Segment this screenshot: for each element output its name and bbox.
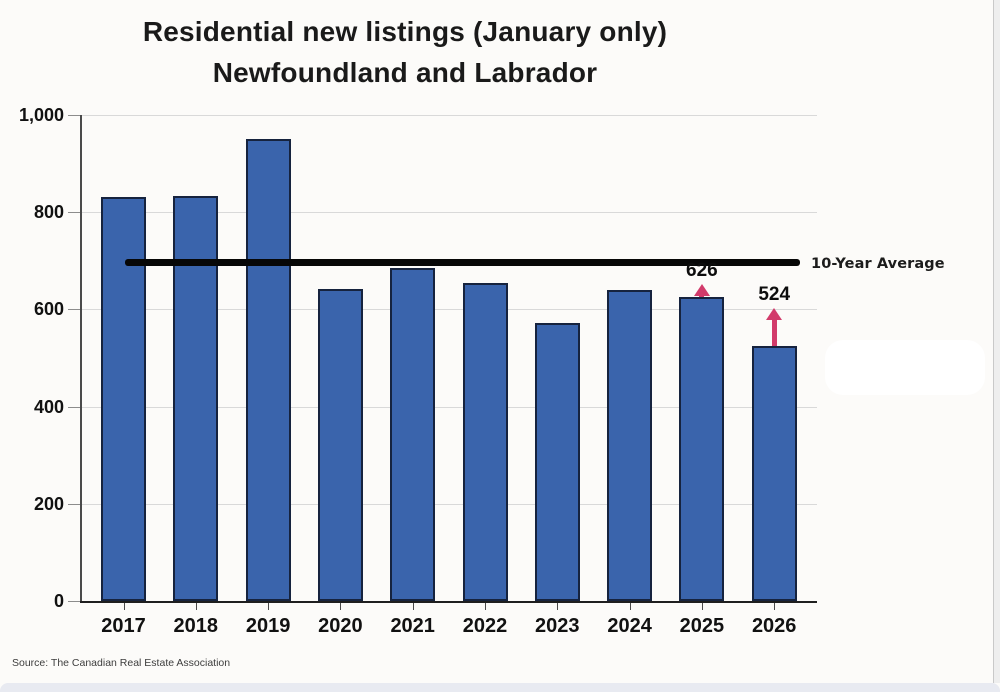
source-attribution: Source: The Canadian Real Estate Associa…: [12, 657, 231, 669]
x-tick-label-2019: 2019: [245, 615, 291, 637]
y-tick-200: [68, 503, 80, 505]
y-tick-label-200: 200: [33, 493, 64, 514]
gridline-600: [80, 309, 817, 311]
x-tick-2017: [123, 602, 125, 610]
y-tick-label-1,000: 1,000: [18, 105, 64, 125]
bar-2022: [462, 283, 508, 601]
y-tick-label-800: 800: [33, 202, 64, 223]
x-tick-2024: [629, 602, 631, 610]
bar-2018: [173, 195, 219, 601]
x-tick-label-2017: 2017: [101, 615, 146, 637]
average-line-label: 10-Year Average: [811, 256, 945, 272]
bar-2025: [679, 296, 725, 601]
x-tick-2019: [268, 602, 270, 610]
x-tick-2018: [195, 602, 197, 610]
x-tick-label-2021: 2021: [390, 615, 435, 637]
annotation-arrow-2026: [766, 308, 783, 321]
x-tick-label-2026: 2026: [751, 615, 797, 637]
bar-2019: [245, 139, 291, 601]
y-tick-1,000: [68, 115, 80, 116]
annotation-value-2026: 524: [758, 284, 791, 306]
x-tick-2022: [485, 602, 486, 610]
gridline-400: [80, 406, 817, 408]
bar-2021: [390, 267, 436, 601]
annotation-value-2025: 626: [686, 259, 718, 281]
x-tick-2021: [412, 602, 414, 610]
bar-2020: [317, 288, 363, 601]
gridline-1,000: [80, 115, 817, 116]
y-tick-label-600: 600: [33, 299, 64, 320]
annotation-arrow-shaft-2025: [699, 294, 705, 297]
bottom-edge-strip: [0, 683, 1000, 692]
y-tick-600: [68, 309, 80, 311]
y-tick-label-0: 0: [53, 591, 64, 611]
annotation-arrow-2025: [693, 283, 710, 296]
x-axis: [80, 601, 817, 603]
x-tick-label-2022: 2022: [462, 615, 508, 637]
x-tick-label-2025: 2025: [679, 615, 725, 637]
x-tick-label-2018: 2018: [173, 615, 219, 637]
bar-2026: [751, 346, 797, 601]
average-line: [125, 258, 800, 266]
chart-title-line-1: Residential new listings (January only): [142, 16, 668, 47]
bar-2023: [534, 322, 580, 601]
scrollbar[interactable]: [993, 0, 1000, 683]
gridline-800: [80, 212, 817, 214]
bar-2017: [101, 196, 146, 601]
x-tick-label-2024: 2024: [607, 615, 652, 637]
x-tick-2020: [340, 602, 342, 610]
y-tick-0: [68, 601, 80, 602]
gridline-200: [80, 503, 817, 505]
annotation-arrow-shaft-2026: [771, 319, 777, 347]
x-tick-2026: [774, 602, 776, 610]
x-tick-2025: [701, 602, 703, 610]
x-tick-label-2020: 2020: [318, 615, 363, 637]
bar-2024: [607, 290, 653, 601]
y-axis: [80, 115, 82, 601]
chart-title-line-2: Newfoundland and Labrador: [212, 57, 598, 88]
x-tick-2023: [557, 602, 559, 610]
y-tick-800: [68, 212, 80, 214]
y-tick-label-400: 400: [33, 396, 64, 417]
x-tick-label-2023: 2023: [535, 615, 580, 637]
highlight-patch: [825, 340, 985, 395]
y-tick-400: [68, 406, 80, 408]
